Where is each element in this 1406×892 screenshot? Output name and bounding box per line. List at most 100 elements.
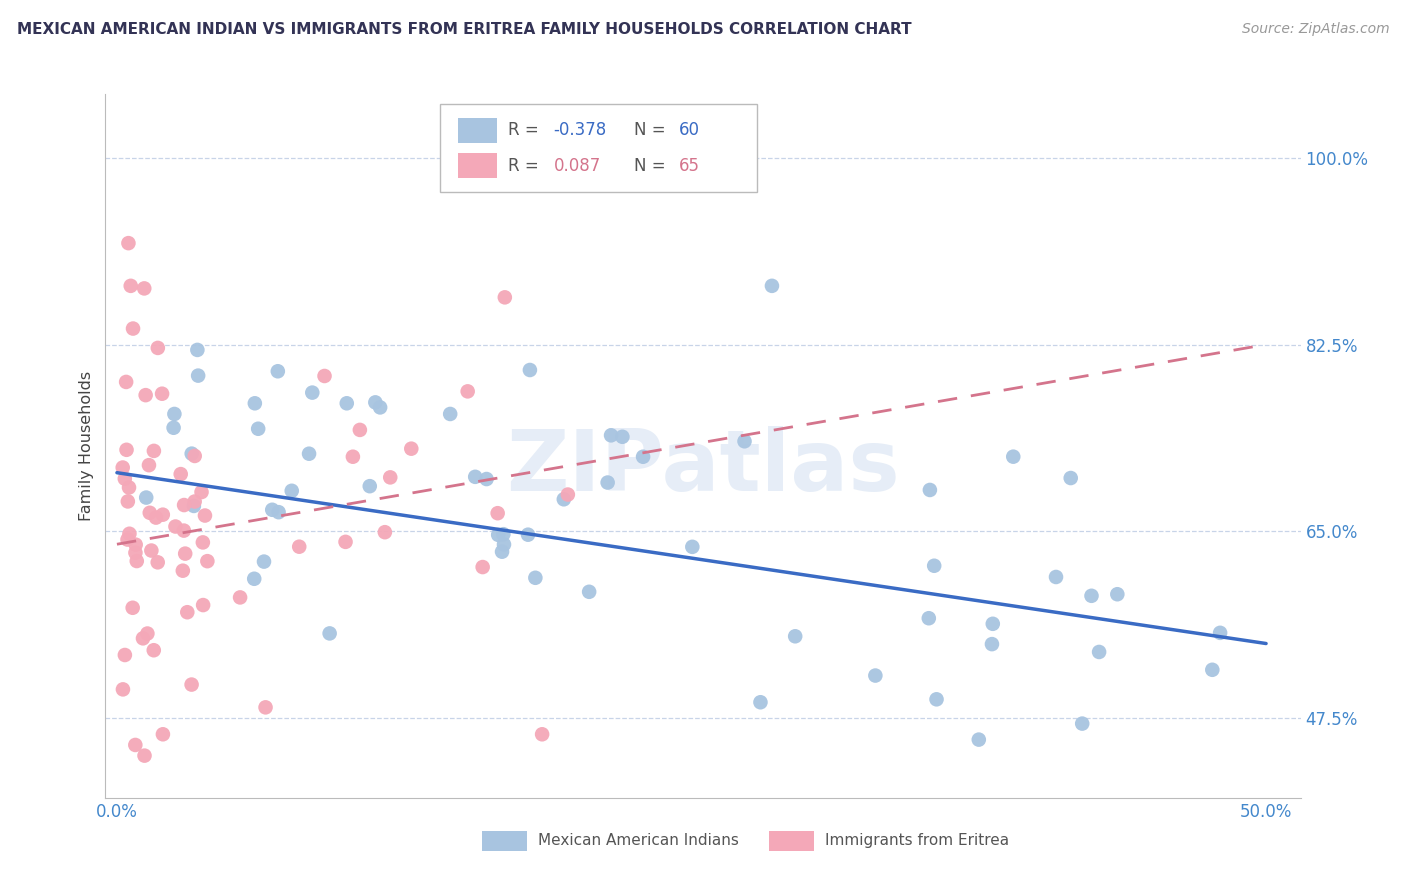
Point xyxy=(981,637,1004,651)
Point xyxy=(176,605,198,619)
Point xyxy=(734,434,756,449)
Text: 60: 60 xyxy=(679,121,700,139)
Point xyxy=(1201,663,1223,677)
Point xyxy=(254,700,277,714)
Point xyxy=(152,508,174,522)
Point xyxy=(967,732,990,747)
Text: N =: N = xyxy=(634,156,671,175)
Point xyxy=(186,343,208,357)
Point xyxy=(364,395,387,409)
Point xyxy=(183,499,205,513)
Point xyxy=(342,450,364,464)
Point xyxy=(517,527,540,541)
Point xyxy=(170,467,193,482)
Bar xyxy=(458,118,498,143)
Point xyxy=(180,677,202,691)
Point xyxy=(253,555,276,569)
Point xyxy=(117,533,139,547)
Point xyxy=(145,510,167,524)
Point xyxy=(457,384,479,399)
Point xyxy=(578,584,600,599)
Point xyxy=(120,278,142,293)
Point xyxy=(1088,645,1111,659)
Point xyxy=(165,519,187,533)
Point xyxy=(918,483,941,497)
Point xyxy=(180,447,202,461)
Point xyxy=(163,407,186,421)
Point xyxy=(142,643,165,657)
Text: Immigrants from Eritrea: Immigrants from Eritrea xyxy=(825,833,1010,848)
Point xyxy=(486,506,509,520)
Point xyxy=(301,385,323,400)
Point xyxy=(374,525,396,540)
Point xyxy=(439,407,461,421)
Point xyxy=(368,401,391,415)
Text: R =: R = xyxy=(508,121,544,139)
Point xyxy=(288,540,311,554)
Point xyxy=(134,748,156,763)
Point xyxy=(1060,471,1083,485)
Point xyxy=(1080,589,1102,603)
Bar xyxy=(458,153,498,178)
Point xyxy=(124,738,146,752)
Point xyxy=(150,386,173,401)
Point xyxy=(519,363,541,377)
Point xyxy=(139,506,162,520)
Point xyxy=(531,727,554,741)
Point xyxy=(141,543,163,558)
Point xyxy=(142,443,165,458)
Point xyxy=(136,626,159,640)
Point xyxy=(401,442,423,456)
Point xyxy=(247,422,270,436)
Point xyxy=(981,616,1004,631)
Point xyxy=(494,290,516,304)
Point xyxy=(600,428,623,442)
Point xyxy=(187,368,209,383)
Point xyxy=(243,396,266,410)
Point xyxy=(173,524,195,538)
Point xyxy=(335,534,357,549)
Point xyxy=(138,458,160,472)
Point xyxy=(1209,625,1232,640)
Bar xyxy=(769,831,814,851)
Point xyxy=(267,364,290,378)
Point xyxy=(115,375,138,389)
Point xyxy=(471,560,494,574)
Point xyxy=(1002,450,1025,464)
Point xyxy=(1071,716,1094,731)
Point xyxy=(118,526,141,541)
Point xyxy=(111,682,134,697)
Text: N =: N = xyxy=(634,121,671,139)
Point xyxy=(124,546,146,560)
Point xyxy=(190,485,212,500)
Point xyxy=(117,494,139,508)
Point xyxy=(118,481,141,495)
Point xyxy=(318,626,340,640)
Text: MEXICAN AMERICAN INDIAN VS IMMIGRANTS FROM ERITREA FAMILY HOUSEHOLDS CORRELATION: MEXICAN AMERICAN INDIAN VS IMMIGRANTS FR… xyxy=(17,22,911,37)
Point xyxy=(491,545,513,559)
Point xyxy=(553,492,575,507)
Point xyxy=(183,449,205,463)
Point xyxy=(1045,570,1067,584)
Text: 65: 65 xyxy=(679,156,700,175)
Point xyxy=(114,472,136,486)
Point xyxy=(183,494,205,508)
Point xyxy=(281,483,304,498)
Point xyxy=(336,396,359,410)
Point xyxy=(631,450,654,464)
Point xyxy=(132,632,155,646)
Text: -0.378: -0.378 xyxy=(554,121,607,139)
Point xyxy=(121,600,143,615)
Point xyxy=(243,572,266,586)
Point xyxy=(492,527,515,541)
Text: Source: ZipAtlas.com: Source: ZipAtlas.com xyxy=(1241,22,1389,37)
Point xyxy=(925,692,948,706)
Point xyxy=(191,535,214,549)
Text: R =: R = xyxy=(508,156,544,175)
Point xyxy=(785,629,807,643)
Point xyxy=(262,503,284,517)
Point xyxy=(267,505,290,519)
Point xyxy=(122,321,145,335)
Point xyxy=(380,470,402,484)
Point xyxy=(146,555,169,569)
